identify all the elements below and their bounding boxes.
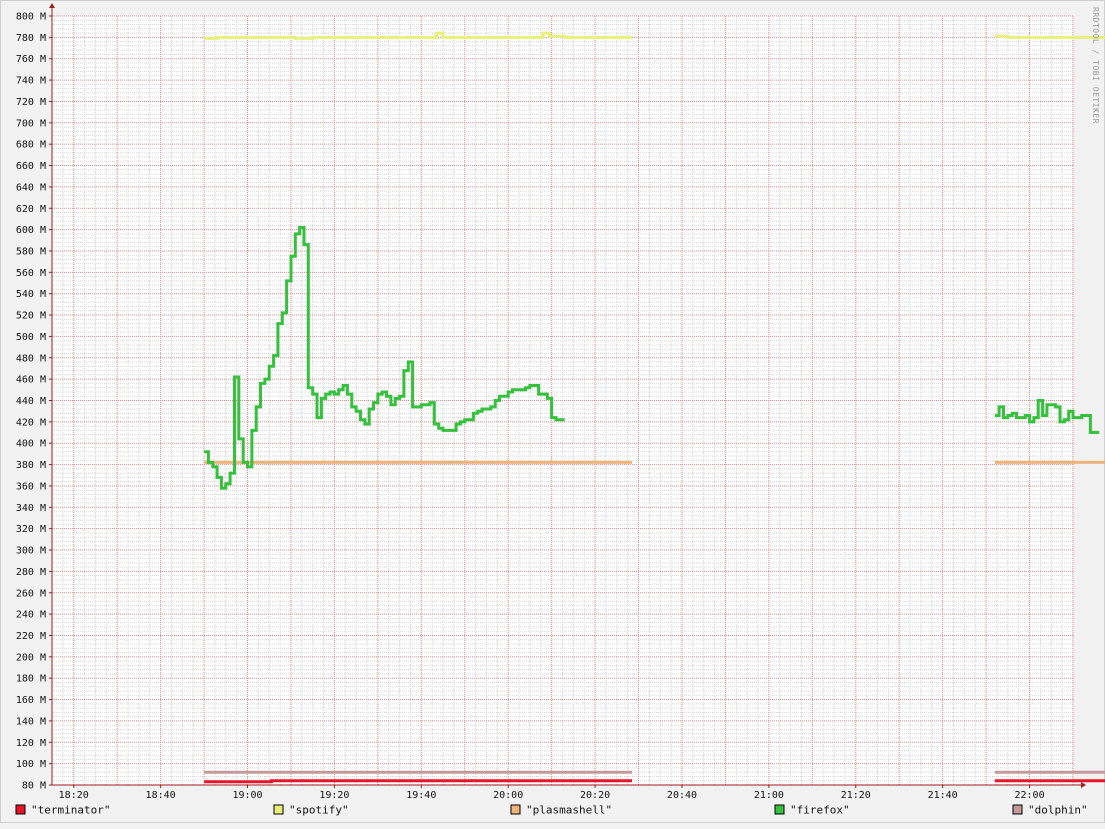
y-tick-label: 220 M — [16, 631, 46, 642]
y-tick-label: 360 M — [16, 481, 46, 492]
x-tick-label: 19:20 — [319, 790, 349, 801]
y-tick-label: 460 M — [16, 375, 46, 386]
legend-swatch — [15, 804, 26, 815]
legend: "terminator" "spotify" "plasmashell" "firef… — [15, 804, 1088, 817]
axis-layer: 80 M 100 M 120 M 140 M 160 M 180 M 200 M 220 M 2… — [16, 3, 1086, 801]
y-tick-label: 480 M — [16, 353, 46, 364]
legend-label: "dolphin" — [1028, 804, 1088, 817]
y-tick-label: 440 M — [16, 396, 46, 407]
y-tick-label: 120 M — [16, 738, 46, 749]
series-line-1 — [994, 34, 1105, 39]
x-tick-label: 19:40 — [406, 790, 436, 801]
y-tick-label: 660 M — [16, 161, 46, 172]
y-tick-label: 380 M — [16, 460, 46, 471]
legend-label: "plasmashell" — [526, 804, 612, 817]
x-tick-label: 20:00 — [493, 790, 523, 801]
watermark: RRDTOOL / TOBI OETIKER — [1091, 7, 1100, 124]
x-tick-label: 22:00 — [1014, 790, 1044, 801]
legend-label: "spotify" — [289, 804, 349, 817]
y-tick-label: 580 M — [16, 246, 46, 257]
y-tick-label: 680 M — [16, 140, 46, 151]
y-tick-label: 200 M — [16, 652, 46, 663]
y-tick-label: 80 M — [22, 781, 46, 792]
legend-label: "terminator" — [31, 804, 110, 817]
y-tick-label: 320 M — [16, 524, 46, 535]
y-tick-label: 560 M — [16, 268, 46, 279]
y-tick-label: 500 M — [16, 332, 46, 343]
y-tick-label: 600 M — [16, 225, 46, 236]
y-tick-label: 140 M — [16, 716, 46, 727]
x-tick-label: 21:00 — [754, 790, 784, 801]
series-line-3 — [204, 226, 565, 490]
x-tick-label: 18:20 — [59, 790, 89, 801]
y-tick-label: 420 M — [16, 417, 46, 428]
legend-swatch — [1012, 804, 1023, 815]
x-tick-label: 20:20 — [580, 790, 610, 801]
series-line-1 — [204, 31, 632, 40]
y-tick-label: 520 M — [16, 311, 46, 322]
y-tick-label: 540 M — [16, 289, 46, 300]
series-line-3 — [994, 399, 1100, 434]
y-tick-label: 180 M — [16, 674, 46, 685]
y-tick-label: 700 M — [16, 118, 46, 129]
legend-swatch — [774, 804, 785, 815]
y-tick-label: 300 M — [16, 546, 46, 557]
legend-swatch — [510, 804, 521, 815]
y-tick-label: 620 M — [16, 204, 46, 215]
series-layer — [204, 31, 1105, 784]
y-tick-label: 720 M — [16, 97, 46, 108]
y-tick-label: 100 M — [16, 759, 46, 770]
y-tick-label: 400 M — [16, 439, 46, 450]
x-tick-label: 20:40 — [667, 790, 697, 801]
x-tick-label: 19:00 — [232, 790, 262, 801]
y-tick-label: 740 M — [16, 76, 46, 87]
y-tick-label: 800 M — [16, 12, 46, 23]
y-tick-label: 780 M — [16, 33, 46, 44]
x-tick-label: 21:20 — [841, 790, 871, 801]
x-tick-label: 18:40 — [146, 790, 176, 801]
y-tick-label: 760 M — [16, 54, 46, 65]
y-tick-label: 240 M — [16, 610, 46, 621]
x-tick-label: 21:40 — [928, 790, 958, 801]
y-tick-label: 640 M — [16, 182, 46, 193]
y-tick-label: 160 M — [16, 695, 46, 706]
y-axis-arrow — [49, 3, 55, 8]
y-tick-label: 260 M — [16, 588, 46, 599]
y-tick-label: 340 M — [16, 503, 46, 514]
legend-label: "firefox" — [790, 804, 850, 817]
y-tick-label: 280 M — [16, 567, 46, 578]
legend-swatch — [273, 804, 284, 815]
series-line-0 — [204, 779, 632, 784]
x-axis-arrow — [1081, 782, 1086, 788]
